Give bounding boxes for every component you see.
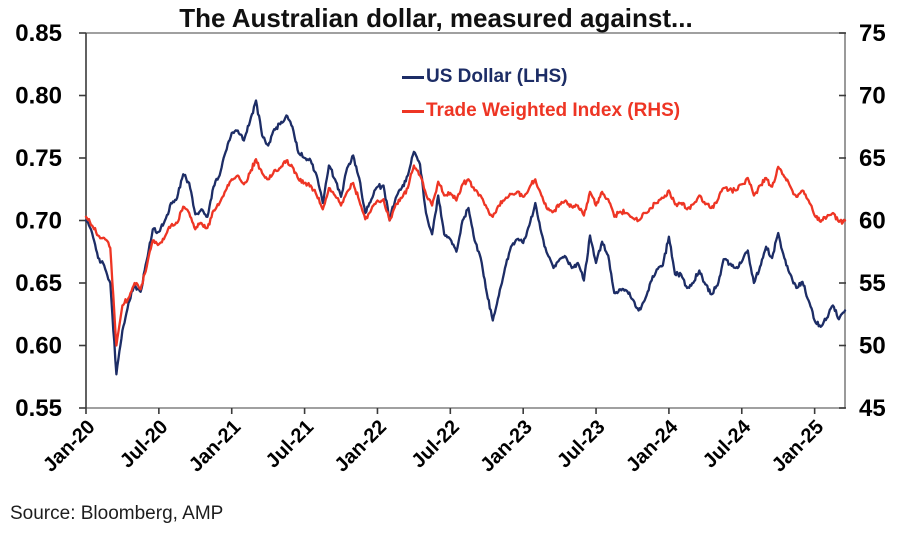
- x-axis-tick-label: Jan-22: [331, 416, 391, 476]
- legend: US Dollar (LHS) Trade Weighted Index (RH…: [402, 66, 680, 122]
- us-dollar-line-swatch-icon: [402, 75, 424, 79]
- series-line-us-dollar: [84, 99, 847, 376]
- x-axis-tick-label: Jul-22: [407, 416, 463, 472]
- y-axis-right-tick-label: 65: [859, 145, 886, 172]
- legend-item-us-dollar: US Dollar (LHS): [402, 66, 680, 88]
- chart-title: The Australian dollar, measured against.…: [179, 3, 693, 33]
- y-axis-left-tick-label: 0.70: [15, 208, 62, 235]
- y-axis-right-tick-label: 60: [859, 208, 886, 235]
- legend-label-twi: Trade Weighted Index (RHS): [426, 100, 681, 121]
- y-axis-right-tick-label: 75: [859, 20, 886, 47]
- legend-item-twi: Trade Weighted Index (RHS): [402, 100, 680, 122]
- y-axis-left-tick-label: 0.80: [15, 83, 62, 110]
- y-axis-right-tick-label: 70: [859, 83, 886, 110]
- y-axis-left-tick-label: 0.75: [15, 145, 62, 172]
- x-axis-tick-label: Jul-23: [553, 416, 609, 472]
- twi-line-swatch-icon: [402, 109, 424, 113]
- x-axis-tick-label: Jan-21: [185, 416, 245, 476]
- x-axis-tick-label: Jul-24: [699, 415, 756, 472]
- y-axis-left-tick-label: 0.60: [15, 333, 62, 360]
- y-axis-right-tick-label: 50: [859, 333, 886, 360]
- x-axis-tick-label: Jul-20: [116, 416, 172, 472]
- series-line-twi: [84, 158, 847, 347]
- x-axis-tick-label: Jul-21: [262, 416, 318, 472]
- x-axis-tick-label: Jan-23: [476, 416, 536, 476]
- y-axis-left-tick-label: 0.85: [15, 20, 62, 47]
- source-note: Source: Bloomberg, AMP: [10, 503, 224, 524]
- y-axis-left-tick-label: 0.65: [15, 270, 62, 297]
- x-axis-tick-label: Jan-20: [39, 416, 99, 476]
- y-axis-right-tick-label: 55: [859, 270, 886, 297]
- x-axis-tick-label: Jan-24: [622, 415, 683, 476]
- legend-label-us-dollar: US Dollar (LHS): [426, 66, 568, 87]
- chart-canvas: 0.85 0.80 0.75 0.70 0.65 0.60 0.55 75 70 65 60 55 50…: [15, 20, 886, 476]
- y-axis-right-tick-label: 45: [859, 395, 886, 422]
- x-axis-tick-label: Jan-25: [768, 416, 828, 476]
- y-axis-left-tick-label: 0.55: [15, 395, 62, 422]
